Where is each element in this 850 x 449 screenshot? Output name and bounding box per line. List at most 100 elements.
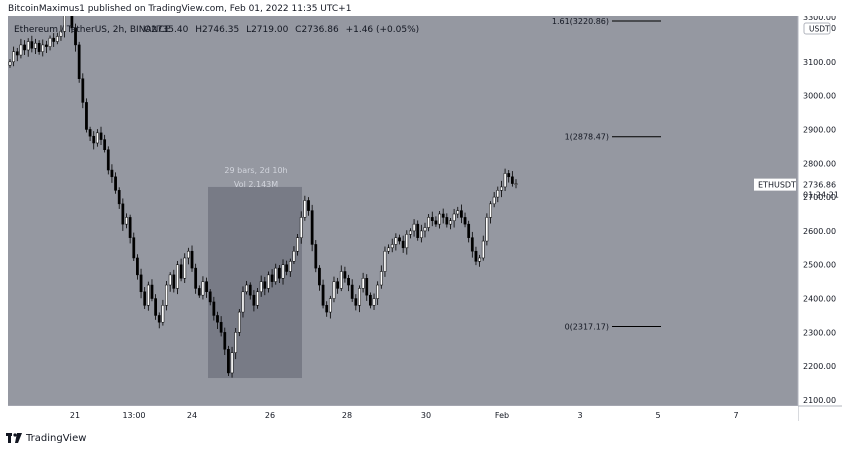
- candle-body: [376, 284, 380, 299]
- candle-body: [223, 332, 227, 350]
- legend-high-label: H: [195, 25, 202, 35]
- candle: [227, 345, 230, 376]
- candle: [125, 213, 128, 229]
- candle: [23, 40, 26, 56]
- candle-body: [372, 298, 376, 306]
- price-axis[interactable]: [798, 16, 842, 406]
- candle-body: [81, 78, 85, 103]
- candle-body: [176, 264, 179, 289]
- candle: [8, 59, 12, 68]
- price-chart[interactable]: 29 bars, 2d 10h Vol 2.143M 1.61(3220.86) 1…: [0, 0, 850, 426]
- candle: [510, 171, 514, 187]
- candle-body: [59, 31, 63, 37]
- candle-body: [15, 51, 19, 56]
- price-tag-value: 2736.86: [803, 181, 836, 190]
- candle: [496, 186, 500, 203]
- candle: [328, 295, 332, 319]
- candle-body: [274, 267, 278, 282]
- legend-change: +1.46 (+0.05%): [346, 25, 420, 35]
- time-axis-labels: 21 13:00 24 26 28 30 Feb 3 5 7: [70, 411, 739, 420]
- candle: [474, 246, 478, 266]
- candle: [52, 33, 56, 47]
- candle: [310, 204, 314, 252]
- candle: [361, 272, 365, 293]
- date-range-measurement[interactable]: 29 bars, 2d 10h Vol 2.143M: [208, 166, 302, 379]
- candle: [507, 170, 511, 183]
- candle-body: [307, 200, 310, 211]
- candle-body: [354, 298, 358, 306]
- candle: [369, 292, 372, 309]
- candle: [460, 204, 463, 224]
- candle-body: [281, 264, 285, 279]
- candle-body: [445, 217, 449, 225]
- candle: [285, 260, 289, 276]
- candle: [186, 247, 190, 265]
- symbol-tag: [754, 178, 796, 191]
- fib-level-label: 0(2317.17): [565, 323, 609, 332]
- candle: [379, 265, 383, 289]
- candle: [30, 35, 34, 53]
- candle-body: [292, 250, 296, 262]
- svg-text:O2735.40 H2746.35: O2735.40 H2746.35 L2719.00 C2736.86 +1.4…: [144, 25, 419, 35]
- candle-body: [146, 284, 150, 306]
- candle: [427, 214, 431, 232]
- currency-badge[interactable]: [803, 22, 831, 35]
- candle-body: [492, 196, 496, 205]
- candle: [74, 23, 77, 52]
- candle: [347, 274, 350, 292]
- candle: [274, 263, 278, 285]
- candle-body: [179, 264, 183, 279]
- legend-low: 2719.00: [251, 25, 288, 35]
- candle-body: [197, 288, 201, 296]
- range-box[interactable]: [208, 186, 302, 379]
- candle: [314, 240, 318, 273]
- candle: [288, 258, 292, 277]
- candle-body: [150, 284, 154, 299]
- candle: [267, 271, 270, 293]
- candle: [423, 222, 427, 238]
- candle: [26, 38, 30, 57]
- candle-body: [514, 183, 518, 185]
- fibonacci-levels[interactable]: 1.61(3220.86) 1(2878.47) 0(2317.17): [552, 17, 661, 332]
- candle-body: [481, 240, 485, 259]
- candle: [500, 180, 503, 198]
- candle-body: [41, 44, 45, 52]
- candle: [223, 327, 227, 356]
- candle-body: [489, 203, 492, 218]
- x-tick-label: 3: [577, 411, 582, 420]
- candle: [150, 279, 154, 302]
- candle: [303, 195, 307, 221]
- candle-body: [503, 173, 507, 188]
- candle-body: [219, 321, 223, 333]
- time-axis[interactable]: [8, 406, 798, 426]
- candle: [252, 290, 256, 312]
- candle: [343, 266, 347, 283]
- x-tick-label: 30: [421, 411, 431, 420]
- plot-background: [8, 16, 798, 406]
- candle: [332, 276, 336, 303]
- candle-body: [303, 200, 307, 218]
- candle-body: [132, 237, 136, 259]
- y-tick-label: 2100.00: [803, 396, 836, 405]
- candle-body: [409, 230, 412, 235]
- candle-body: [427, 217, 431, 228]
- candle-body: [85, 102, 88, 130]
- tradingview-brand: TradingView: [26, 432, 87, 444]
- candle-body: [121, 203, 125, 225]
- candle: [15, 47, 19, 62]
- symbol-legend: Ethereum / TetherUS, 2h, BINANCE O2735.4…: [14, 25, 419, 35]
- legend-open: 2735.40: [151, 25, 188, 35]
- candle: [430, 211, 434, 227]
- candle: [248, 282, 252, 300]
- candle-body: [26, 41, 30, 51]
- candle: [245, 280, 248, 295]
- candle: [372, 293, 376, 311]
- candle: [401, 235, 405, 253]
- candle-body: [99, 132, 103, 140]
- footer: TradingView: [6, 430, 86, 446]
- candle-body: [252, 294, 256, 306]
- candle-body: [358, 288, 361, 306]
- y-tick-label: 2400.00: [803, 295, 836, 304]
